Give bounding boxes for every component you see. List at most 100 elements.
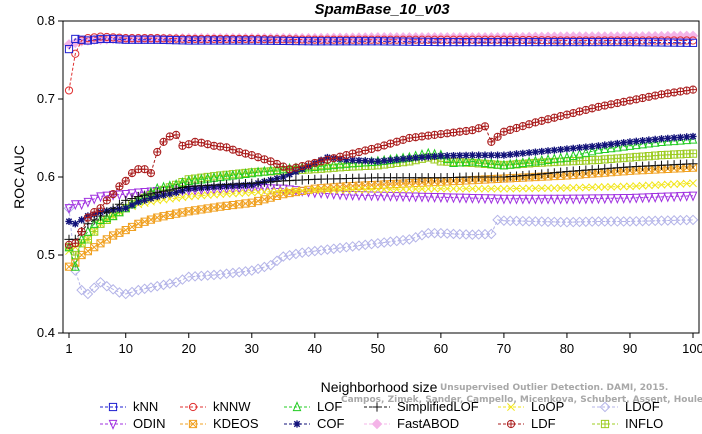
data-point <box>285 185 294 196</box>
data-point <box>644 193 654 204</box>
data-point <box>506 37 515 47</box>
data-point <box>247 167 257 178</box>
legend-marker <box>188 419 198 429</box>
legend-marker <box>600 419 610 429</box>
data-point <box>235 36 244 45</box>
data-point <box>323 186 332 195</box>
x-tick-label: 60 <box>434 341 448 356</box>
legend-item-inflo: INFLO <box>592 416 663 431</box>
data-point <box>146 35 156 44</box>
data-point <box>109 34 118 44</box>
data-point <box>367 191 376 202</box>
legend-item-simplifiedlof: SimplifiedLOF <box>364 399 479 414</box>
data-point <box>392 192 402 203</box>
data-point <box>260 165 269 176</box>
data-point <box>158 186 169 196</box>
data-point <box>102 207 112 217</box>
data-point <box>519 149 527 157</box>
data-point <box>417 192 427 203</box>
data-point <box>664 134 672 142</box>
data-point <box>64 204 74 215</box>
data-point <box>512 184 521 193</box>
data-point <box>404 192 414 203</box>
data-point <box>133 284 144 296</box>
data-point <box>626 182 634 191</box>
data-point <box>613 37 622 47</box>
legend-label: SimplifiedLOF <box>397 399 479 414</box>
data-point <box>141 196 149 204</box>
data-point <box>676 133 684 141</box>
data-point <box>121 195 131 205</box>
legend-label: kNN <box>133 399 158 414</box>
data-point <box>115 205 124 213</box>
data-point <box>688 38 698 47</box>
data-point <box>172 36 181 45</box>
data-point <box>549 194 559 205</box>
data-point <box>151 280 163 292</box>
data-point <box>632 38 641 47</box>
data-point <box>285 186 294 195</box>
data-point <box>619 194 629 204</box>
data-point <box>216 36 225 45</box>
data-point <box>518 194 528 205</box>
data-point <box>354 191 364 202</box>
data-point <box>134 35 143 44</box>
data-point <box>216 190 225 199</box>
data-point <box>228 189 237 198</box>
data-point <box>102 191 112 202</box>
data-point <box>386 37 395 46</box>
data-point <box>581 37 590 47</box>
data-point <box>399 155 407 163</box>
data-point <box>133 188 143 199</box>
legend-label: kNNW <box>213 399 251 414</box>
data-point <box>90 35 99 44</box>
legend: kNN kNNW LOF SimplifiedLOF LoOP LDOF ODIN KDEOS… <box>100 399 663 431</box>
data-point <box>638 181 647 190</box>
data-point <box>657 180 666 189</box>
series-ldf <box>64 85 698 249</box>
data-point <box>292 168 300 176</box>
series-knn <box>64 34 698 54</box>
data-point <box>126 286 138 298</box>
data-point <box>323 159 332 170</box>
data-point <box>418 153 426 161</box>
data-point <box>102 212 112 223</box>
data-point <box>272 164 282 175</box>
plot-frame <box>62 20 700 334</box>
legend-marker <box>108 419 118 430</box>
data-point <box>468 184 477 193</box>
data-point <box>543 153 553 164</box>
data-point <box>191 192 200 200</box>
data-point <box>631 139 641 150</box>
legend-item-fastabod: FastABOD <box>364 416 459 431</box>
data-point <box>676 38 685 47</box>
data-point <box>373 185 382 194</box>
y-tick-label: 0.8 <box>37 13 55 28</box>
data-point <box>349 156 357 164</box>
data-point <box>96 204 105 213</box>
data-point <box>568 150 578 161</box>
data-point <box>310 37 319 46</box>
data-point <box>178 36 187 45</box>
legend-marker <box>188 402 198 412</box>
y-tick-label: 0.6 <box>37 169 55 184</box>
data-point <box>676 192 685 203</box>
data-point <box>651 135 659 144</box>
data-point <box>651 38 660 47</box>
data-point <box>493 194 502 205</box>
data-point <box>159 35 168 44</box>
data-point <box>689 179 697 188</box>
data-point <box>581 146 591 157</box>
data-point <box>663 180 672 189</box>
data-point <box>486 157 496 168</box>
x-tick-label: 10 <box>118 341 132 356</box>
data-point <box>184 192 193 201</box>
data-point <box>316 160 326 171</box>
data-point <box>474 156 484 167</box>
data-point <box>505 158 515 169</box>
data-point <box>290 248 302 260</box>
data-point <box>71 220 79 228</box>
legend-label: LDOF <box>625 399 660 414</box>
data-point <box>562 151 572 162</box>
data-point <box>159 137 168 146</box>
